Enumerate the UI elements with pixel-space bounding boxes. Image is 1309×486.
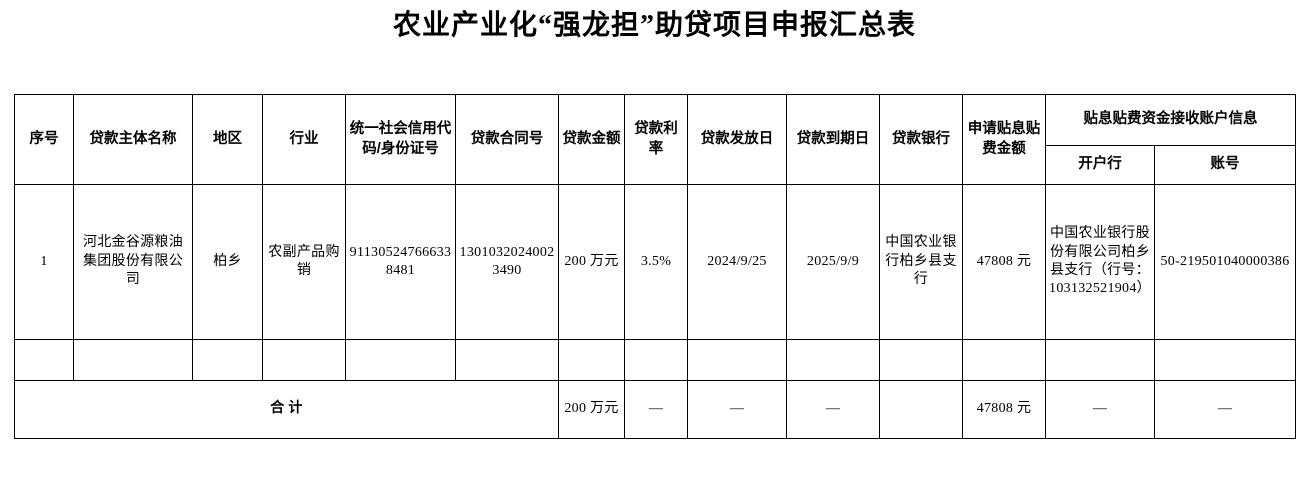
cell-region: 柏乡: [192, 184, 263, 340]
cell-subsidy-amount: 47808 元: [962, 184, 1046, 340]
cell-industry: 农副产品购销: [262, 184, 346, 340]
cell-account-bank: [1045, 339, 1155, 381]
cell-borrower-name: 河北金谷源粮油集团股份有限公司: [73, 184, 193, 340]
cell-industry: [262, 339, 346, 381]
total-account-bank: —: [1045, 380, 1155, 439]
cell-issue-date: [687, 339, 787, 381]
table-row-empty: [14, 339, 1296, 381]
column-header-borrower-name: 贷款主体名称: [73, 94, 193, 185]
column-header-industry: 行业: [262, 94, 346, 185]
total-account-no: —: [1154, 380, 1296, 439]
cell-borrower-name: [73, 339, 193, 381]
column-header-loan-bank: 贷款银行: [879, 94, 963, 185]
cell-credit-code: [345, 339, 456, 381]
column-header-region: 地区: [192, 94, 263, 185]
cell-contract-no: [455, 339, 559, 381]
column-header-loan-amount: 贷款金额: [558, 94, 625, 185]
cell-subsidy-amount: [962, 339, 1046, 381]
cell-due-date: [786, 339, 880, 381]
cell-loan-amount: 200 万元: [558, 184, 625, 340]
cell-account-no: 50-219501040000386: [1154, 184, 1296, 340]
column-header-contract-no: 贷款合同号: [455, 94, 559, 185]
cell-region: [192, 339, 263, 381]
total-loan-rate: —: [624, 380, 688, 439]
cell-account-bank: 中国农业银行股份有限公司柏乡县支行（行号：103132521904）: [1045, 184, 1155, 340]
column-header-account-bank: 开户行: [1045, 145, 1155, 185]
table-header-row-secondary: 开户行 账号: [15, 145, 1296, 185]
total-label: 合 计: [14, 380, 559, 439]
cell-credit-code: 911305247666338481: [345, 184, 456, 340]
summary-table-container: 序号 贷款主体名称 地区 行业 统一社会信用代码/身份证号 贷款合同号 贷款金额…: [14, 94, 1296, 439]
total-due-date: —: [786, 380, 880, 439]
column-header-due-date: 贷款到期日: [786, 94, 880, 185]
total-loan-bank: [879, 380, 963, 439]
cell-due-date: 2025/9/9: [786, 184, 880, 340]
cell-contract-no: 13010320240023490: [455, 184, 559, 340]
loan-subsidy-summary-table: 序号 贷款主体名称 地区 行业 统一社会信用代码/身份证号 贷款合同号 贷款金额…: [14, 94, 1296, 439]
total-loan-amount: 200 万元: [558, 380, 625, 439]
cell-issue-date: 2024/9/25: [687, 184, 787, 340]
column-header-loan-rate: 贷款利率: [624, 94, 688, 185]
cell-account-no: [1154, 339, 1296, 381]
cell-seq: [14, 339, 74, 381]
cell-loan-rate: 3.5%: [624, 184, 688, 340]
column-header-seq: 序号: [14, 94, 74, 185]
cell-loan-amount: [558, 339, 625, 381]
column-header-account-no: 账号: [1154, 145, 1296, 185]
total-issue-date: —: [687, 380, 787, 439]
column-header-subsidy-amount: 申请贴息贴费金额: [962, 94, 1046, 185]
table-total-row: 合 计 200 万元 — — — 47808 元 — —: [14, 380, 1296, 439]
cell-loan-rate: [624, 339, 688, 381]
column-header-receiving-account-group: 贴息贴费资金接收账户信息: [1045, 94, 1296, 146]
page-title: 农业产业化“强龙担”助贷项目申报汇总表: [392, 10, 916, 41]
column-header-credit-code: 统一社会信用代码/身份证号: [345, 94, 456, 185]
cell-loan-bank: [879, 339, 963, 381]
column-header-issue-date: 贷款发放日: [687, 94, 787, 185]
total-subsidy-amount: 47808 元: [962, 380, 1046, 439]
table-header-row-primary: 序号 贷款主体名称 地区 行业 统一社会信用代码/身份证号 贷款合同号 贷款金额…: [14, 94, 1296, 185]
cell-seq: 1: [14, 184, 74, 340]
cell-loan-bank: 中国农业银行柏乡县支行: [879, 184, 963, 340]
table-row: 1 河北金谷源粮油集团股份有限公司 柏乡 农副产品购销 911305247666…: [14, 184, 1296, 340]
